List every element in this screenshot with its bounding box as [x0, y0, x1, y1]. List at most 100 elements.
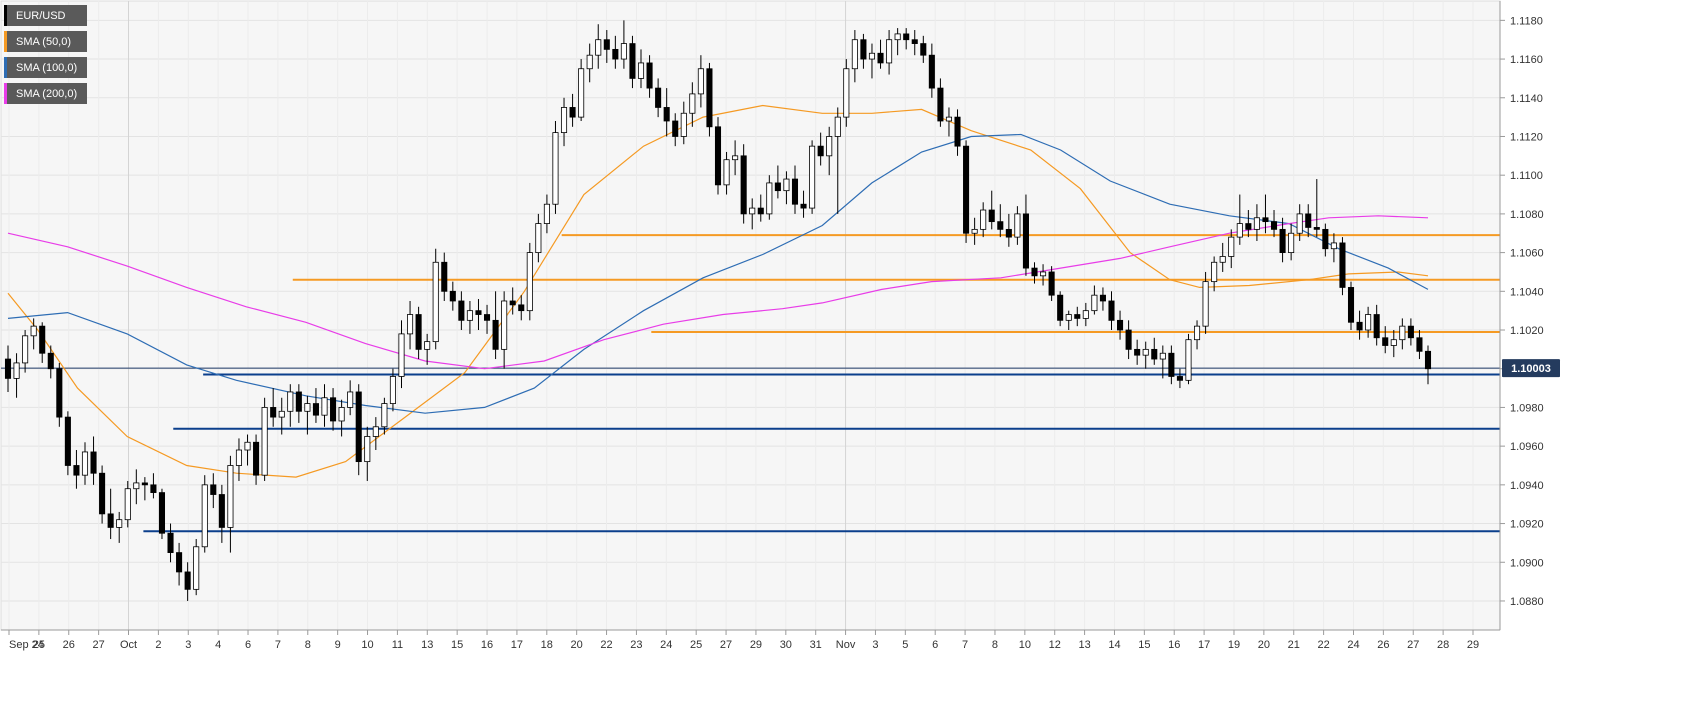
- x-tick-label: 11: [392, 639, 403, 651]
- x-tick-label: 13: [1078, 639, 1090, 651]
- x-tick-label: 31: [810, 639, 822, 651]
- candle-body: [133, 482, 140, 490]
- last-price-tag: [1502, 359, 1560, 378]
- candle-body: [1194, 325, 1201, 341]
- legend-item: EUR/USD: [4, 5, 88, 26]
- candle-body: [1424, 350, 1432, 370]
- candle-body: [1211, 261, 1218, 283]
- candle-body: [141, 482, 148, 486]
- x-tick-label: 30: [780, 639, 792, 651]
- x-tick-label: 27: [1407, 639, 1419, 651]
- x-tick-label: 3: [185, 639, 191, 651]
- x-tick-label: 29: [1467, 639, 1479, 651]
- candle-body: [783, 178, 790, 192]
- x-tick-label: 6: [932, 639, 938, 651]
- legend-swatch: [4, 31, 7, 52]
- candle-body: [834, 116, 841, 137]
- x-tick-label: 3: [872, 639, 878, 651]
- candle-body: [766, 182, 773, 215]
- candle-body: [903, 33, 910, 41]
- y-tick-label: 1.1120: [1510, 131, 1543, 143]
- candle-body: [757, 207, 764, 215]
- legend-item: SMA (100,0): [4, 57, 88, 78]
- candle-body: [475, 310, 482, 315]
- candle-body: [928, 54, 935, 89]
- candle-body: [612, 48, 619, 60]
- candle-body: [655, 87, 662, 108]
- candle-body: [1279, 228, 1286, 253]
- candle-body: [441, 261, 448, 292]
- candle-body: [235, 449, 242, 466]
- candle-body: [586, 54, 593, 70]
- candle-body: [535, 223, 542, 253]
- candle-body: [466, 310, 473, 321]
- candle-body: [1407, 325, 1414, 339]
- candle-body: [868, 52, 876, 60]
- candle-body: [1159, 352, 1166, 360]
- candle-body: [116, 519, 123, 528]
- candle-body: [193, 546, 200, 590]
- candle-body: [937, 87, 944, 122]
- legend-swatch: [4, 83, 7, 104]
- x-tick-label: 7: [962, 639, 968, 651]
- candle-body: [714, 126, 722, 186]
- plot-area: [0, 0, 1501, 631]
- candle-body: [1416, 337, 1423, 352]
- candle-body: [809, 145, 816, 209]
- candle-body: [920, 43, 927, 56]
- candle-body: [1125, 329, 1132, 350]
- candle-body: [158, 492, 166, 534]
- y-tick-label: 1.1080: [1510, 209, 1544, 221]
- sma-line: [7, 104, 1429, 478]
- legend-item: SMA (200,0): [4, 83, 88, 104]
- x-tick-label: 10: [1019, 639, 1031, 651]
- candle-body: [184, 571, 191, 590]
- candle-body: [22, 335, 29, 364]
- candle-body: [526, 252, 533, 312]
- candle-body: [791, 178, 799, 205]
- y-tick-label: 1.1100: [1510, 170, 1543, 182]
- candle-body: [150, 484, 157, 493]
- candle-body: [1365, 314, 1372, 331]
- candle-body: [1339, 242, 1346, 288]
- x-tick-label: 21: [1288, 639, 1300, 651]
- candle-body: [1014, 213, 1021, 238]
- candle-body: [1373, 314, 1380, 339]
- candle-body: [484, 314, 491, 321]
- candle-body: [253, 441, 260, 476]
- y-tick-label: 1.0960: [1510, 441, 1544, 453]
- candle-body: [372, 426, 379, 437]
- candle-body: [1168, 352, 1175, 377]
- candle-body: [330, 397, 337, 422]
- candle-body: [73, 465, 80, 476]
- candle-body: [64, 416, 71, 466]
- x-tick-label: 17: [511, 639, 523, 651]
- x-tick-label: 8: [992, 639, 998, 651]
- candle-body: [637, 62, 645, 79]
- candle-body: [817, 145, 824, 157]
- x-tick-label: 24: [1347, 639, 1359, 651]
- horizontal-levels: [1, 234, 1500, 533]
- y-tick-label: 1.1180: [1510, 15, 1543, 27]
- x-tick-label: 27: [93, 639, 105, 651]
- candle-body: [843, 68, 850, 118]
- candle-body: [877, 52, 884, 64]
- candle-body: [1108, 300, 1115, 321]
- candle-body: [963, 145, 970, 234]
- candle-body: [389, 376, 396, 404]
- candle-body: [295, 391, 302, 412]
- candle-body: [697, 68, 704, 95]
- candle-body: [629, 43, 636, 79]
- candle-body: [107, 513, 114, 528]
- candle-body: [552, 132, 559, 205]
- axes: 1.0880 1.0900 1.0920 1.0940 1.0960 1.0980 1.10…: [1, 1, 1560, 651]
- candle-body: [509, 300, 516, 306]
- candle-body: [945, 116, 952, 122]
- x-tick-label: 20: [571, 639, 583, 651]
- y-tick-label: 1.0920: [1510, 519, 1544, 531]
- candle-body: [1074, 314, 1081, 319]
- legend-label: SMA (200,0): [16, 87, 78, 100]
- candle-body: [1245, 223, 1252, 230]
- candle-body: [338, 407, 345, 422]
- x-tick-label: Sep 24: [9, 639, 44, 651]
